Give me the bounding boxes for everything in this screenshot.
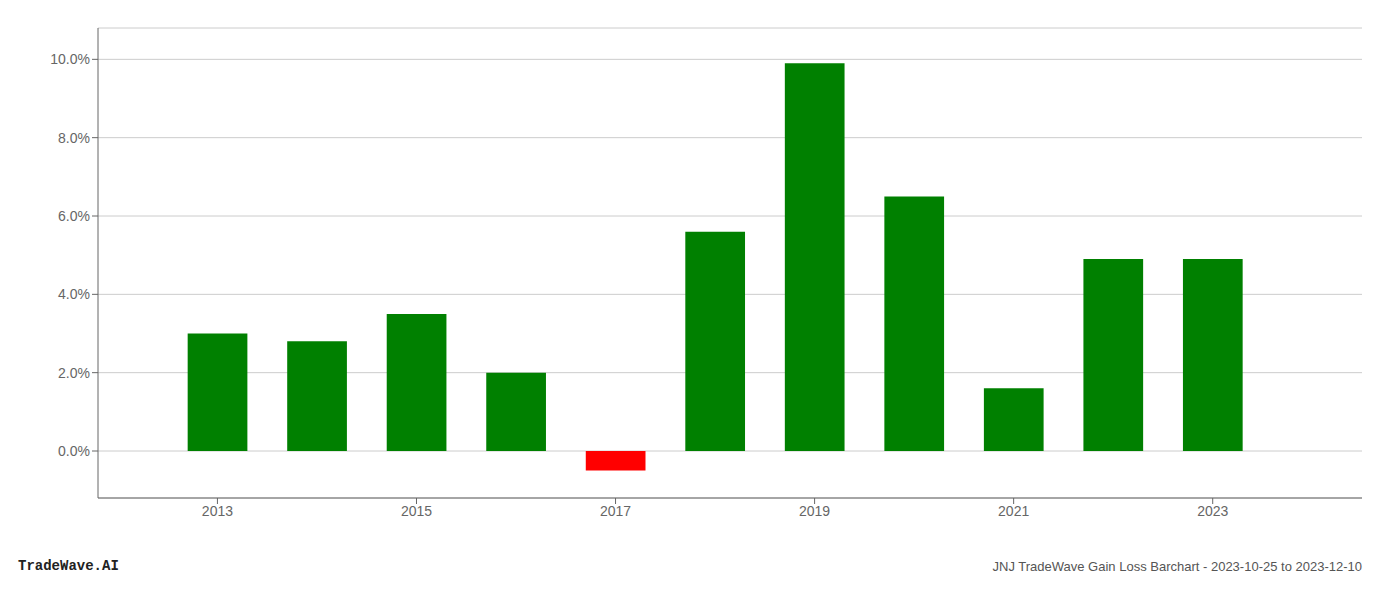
svg-text:8.0%: 8.0% [58,130,90,146]
svg-text:0.0%: 0.0% [58,443,90,459]
svg-text:2015: 2015 [401,503,432,519]
svg-text:2013: 2013 [202,503,233,519]
svg-text:6.0%: 6.0% [58,208,90,224]
html-text:TradeWave.AI: TradeWave.AI [18,558,119,574]
html-text:JNJ TradeWave Gain Loss Barcha: JNJ TradeWave Gain Loss Barchart - 2023-… [992,559,1362,574]
svg-text:2021: 2021 [998,503,1029,519]
svg-text:2.0%: 2.0% [58,365,90,381]
svg-text:2017: 2017 [600,503,631,519]
svg-text:4.0%: 4.0% [58,286,90,302]
svg-text:2019: 2019 [799,503,830,519]
svg-text:10.0%: 10.0% [50,51,90,67]
svg-text:2023: 2023 [1197,503,1228,519]
